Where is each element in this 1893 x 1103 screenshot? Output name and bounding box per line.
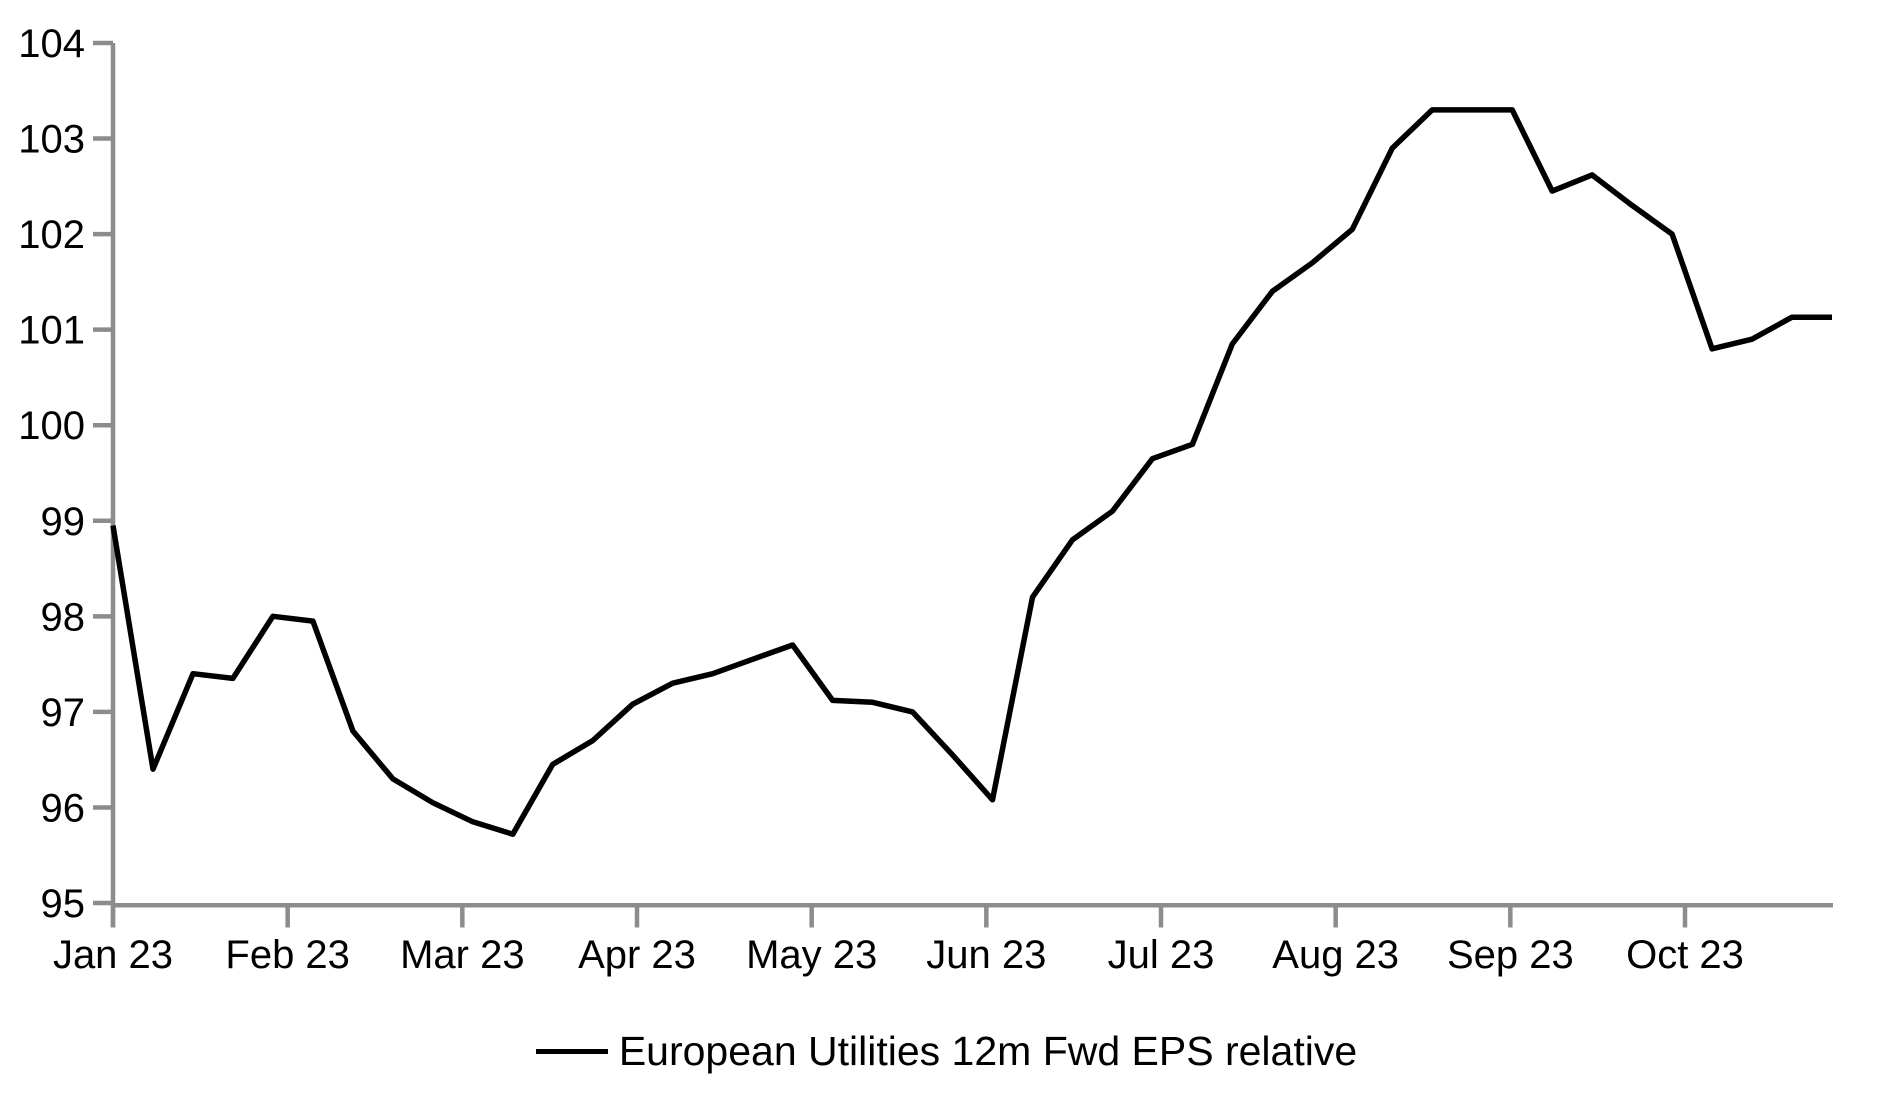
y-tick-label: 103 <box>18 118 85 162</box>
legend-line-swatch <box>535 1049 608 1054</box>
x-tick-label: Sep 23 <box>1447 933 1574 977</box>
x-tick-label: Mar 23 <box>400 933 525 977</box>
y-tick-label: 102 <box>18 213 85 257</box>
x-tick-label: May 23 <box>746 933 877 977</box>
x-tick-label: Jun 23 <box>926 933 1046 977</box>
y-tick-label: 101 <box>18 309 85 353</box>
x-tick-label: Feb 23 <box>225 933 350 977</box>
y-tick-label: 100 <box>18 404 85 448</box>
y-tick-label: 97 <box>41 691 86 735</box>
x-tick-label: Jul 23 <box>1108 933 1215 977</box>
y-tick-label: 98 <box>41 595 86 639</box>
series-line-european-utilities <box>110 107 1832 837</box>
legend: European Utilities 12m Fwd EPS relative <box>0 1028 1893 1075</box>
y-tick-label: 99 <box>41 500 86 544</box>
x-tick-label: Jan 23 <box>53 933 173 977</box>
x-tick-label: Oct 23 <box>1626 933 1744 977</box>
legend-label: European Utilities 12m Fwd EPS relative <box>618 1028 1358 1074</box>
y-tick-label: 96 <box>41 786 86 830</box>
y-tick-label: 104 <box>18 22 85 66</box>
x-tick-label: Aug 23 <box>1272 933 1399 977</box>
x-tick-label: Apr 23 <box>578 933 696 977</box>
y-tick-label: 95 <box>41 882 86 926</box>
